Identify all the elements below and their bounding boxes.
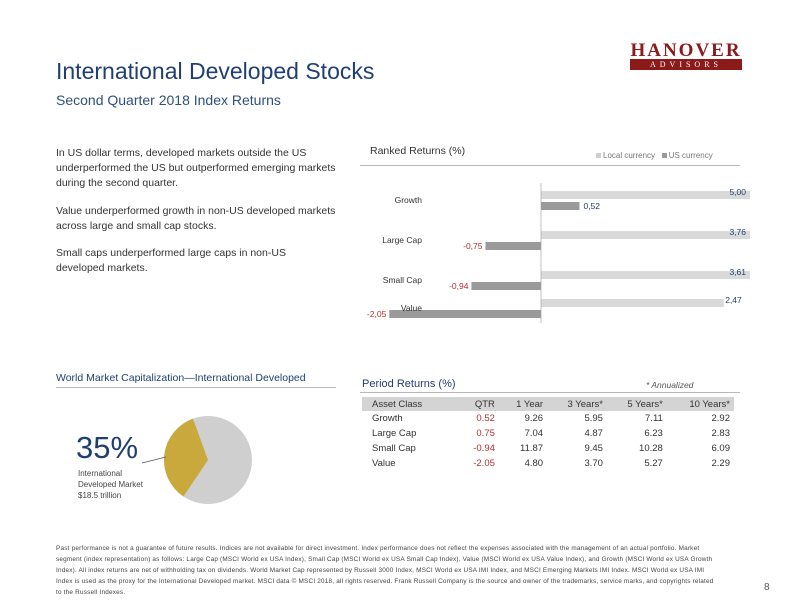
divider — [360, 165, 740, 166]
table-header-row: Asset Class QTR 1 Year 3 Years* 5 Years*… — [362, 397, 734, 411]
legend-label-us: US currency — [668, 151, 713, 160]
divider — [56, 387, 336, 388]
table-cell: 11.87 — [520, 443, 544, 454]
data-label: -0,94 — [449, 281, 469, 291]
bar-us-currency — [471, 282, 541, 290]
table-row: Large Cap 0.75 7.04 4.87 6.23 2.83 — [362, 426, 734, 441]
table-cell: 10.28 — [639, 443, 663, 454]
legend-swatch-local — [596, 153, 601, 159]
legend-label-local: Local currency — [603, 151, 656, 160]
table-cell: 4.87 — [584, 428, 603, 439]
data-label: -0,75 — [463, 241, 483, 251]
ranked-returns-title: Ranked Returns (%) — [370, 145, 466, 157]
table-cell: Growth — [372, 413, 403, 424]
period-returns-title: Period Returns (%) — [362, 378, 456, 390]
bar-local-currency — [541, 191, 750, 199]
column-header: 1 Year — [516, 398, 544, 410]
table-cell: 6.09 — [711, 443, 731, 454]
page-number: 8 — [764, 582, 770, 593]
data-label: -2,05 — [367, 309, 387, 319]
table-cell: 5.95 — [584, 413, 603, 424]
table-cell: Large Cap — [372, 428, 417, 439]
table-row: Growth 0.52 9.26 5.95 7.11 2.92 — [362, 411, 734, 426]
commentary-paragraph: Value underperformed growth in non-US de… — [56, 205, 336, 232]
pie-pointer-line — [141, 456, 167, 464]
market-share-label: International Developed Market $18.5 tri… — [78, 469, 143, 500]
table-cell: 2.83 — [711, 428, 731, 439]
data-label: 5,00 — [729, 187, 746, 197]
commentary-paragraph: Small caps underperformed large caps in … — [56, 247, 286, 274]
bar-us-currency — [389, 310, 541, 318]
ranked-returns-chart: 5,00 0,52 Growth 3,76 -0,75 Large Cap 3,61 -0,9… — [367, 183, 750, 323]
data-label: 0,52 — [583, 201, 600, 211]
annualized-note: * Annualized — [646, 380, 694, 390]
table-cell: 0.52 — [476, 413, 495, 424]
world-cap-pie-chart — [141, 416, 252, 504]
legend-swatch-us — [661, 153, 667, 159]
chart-legend: Local currency US currency — [596, 151, 713, 160]
table-cell: 7.04 — [524, 428, 544, 439]
table-row: Value -2.05 4.80 3.70 5.27 2.29 — [362, 456, 734, 471]
bar-us-currency — [541, 202, 580, 210]
bar-local-currency — [541, 231, 750, 239]
bar-local-currency — [541, 299, 724, 307]
pie-slice-international-developed — [164, 418, 208, 497]
table-cell: 9.26 — [524, 413, 544, 424]
market-share-percent: 35% — [76, 430, 139, 465]
column-header: QTR — [474, 398, 495, 410]
disclaimer-footnote: Past performance is not a guarantee of f… — [56, 545, 714, 596]
column-header: Asset Class — [372, 398, 423, 410]
table-cell: -2.05 — [473, 458, 495, 469]
data-label: 2,47 — [725, 295, 742, 305]
logo-band — [630, 59, 742, 70]
period-returns-table: Asset Class QTR 1 Year 3 Years* 5 Years*… — [362, 397, 734, 471]
table-cell: 2.29 — [711, 458, 731, 469]
table-cell: 3.70 — [584, 458, 603, 469]
page-subtitle: Second Quarter 2018 Index Returns — [56, 92, 281, 108]
category-label: Value — [401, 303, 422, 313]
table-cell: Small Cap — [372, 443, 416, 454]
data-label: 3,61 — [729, 267, 746, 277]
table-cell: 9.45 — [584, 443, 603, 454]
bar-local-currency — [541, 271, 750, 279]
table-cell: 0.75 — [476, 428, 495, 439]
table-cell: 6.23 — [644, 428, 663, 439]
category-label: Large Cap — [382, 235, 422, 245]
category-label: Small Cap — [383, 275, 422, 285]
table-cell: 4.80 — [524, 458, 544, 469]
logo-wordmark: HANOVER — [630, 40, 742, 61]
table-cell: 5.27 — [644, 458, 663, 469]
logo-subtitle: ADVISORS — [649, 60, 722, 69]
column-header: 5 Years* — [627, 398, 663, 410]
world-cap-title: World Market Capitalization—Internationa… — [56, 372, 306, 384]
table-row: Small Cap -0.94 11.87 9.45 10.28 6.09 — [362, 441, 734, 456]
column-header: 3 Years* — [567, 398, 603, 410]
bar-us-currency — [485, 242, 541, 250]
data-label: 3,76 — [729, 227, 746, 237]
category-label: Growth — [395, 195, 423, 205]
divider — [360, 392, 740, 393]
table-cell: -0.94 — [473, 443, 495, 454]
page-title: International Developed Stocks — [56, 58, 375, 84]
table-cell: 2.92 — [711, 413, 731, 424]
table-cell: 7.11 — [645, 413, 663, 424]
column-header: 10 Years* — [689, 398, 730, 410]
commentary-paragraph: In US dollar terms, developed markets ou… — [56, 147, 336, 189]
table-cell: Value — [372, 458, 396, 469]
